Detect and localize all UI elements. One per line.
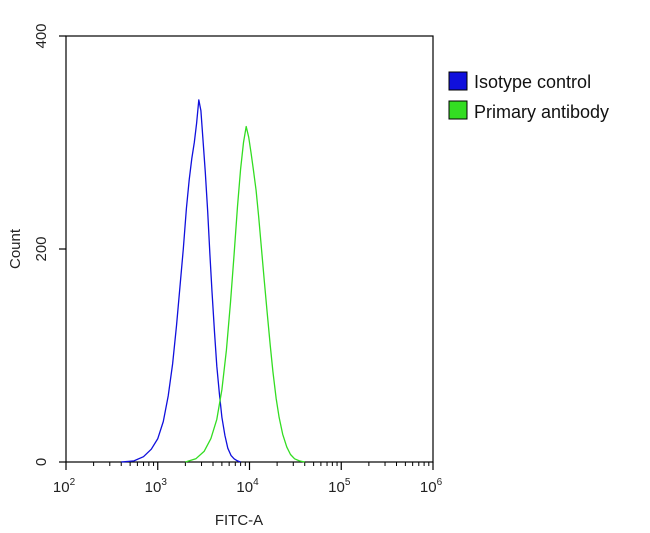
series-line-isotype-control <box>121 99 241 463</box>
legend: Isotype control Primary antibody <box>448 71 609 122</box>
legend-swatch-isotype-control <box>448 71 468 91</box>
x-tick-label: 102 <box>53 477 76 496</box>
x-tick-label: 106 <box>420 477 443 496</box>
y-tick-label: 0 <box>33 458 50 466</box>
x-tick-label: 103 <box>145 477 168 496</box>
legend-label-isotype-control: Isotype control <box>474 72 591 92</box>
series-layer <box>121 99 305 463</box>
y-axis-title: Count <box>7 228 24 269</box>
x-minor-ticks <box>93 462 430 466</box>
series-line-primary-antibody <box>185 125 305 463</box>
y-tick-label: 200 <box>33 236 50 261</box>
x-major-ticks <box>65 462 434 470</box>
y-tick-labels: 0 200 400 <box>33 23 50 466</box>
legend-label-primary-antibody: Primary antibody <box>474 102 609 122</box>
y-ticks <box>59 35 66 463</box>
x-axis-title: FITC-A <box>215 512 263 529</box>
plot-frame <box>65 35 434 463</box>
legend-swatch-primary-antibody <box>448 100 468 120</box>
x-tick-labels: 102 103 104 105 106 <box>53 477 443 496</box>
x-tick-label: 104 <box>236 477 259 496</box>
y-tick-label: 400 <box>33 23 50 48</box>
x-tick-label: 105 <box>328 477 351 496</box>
